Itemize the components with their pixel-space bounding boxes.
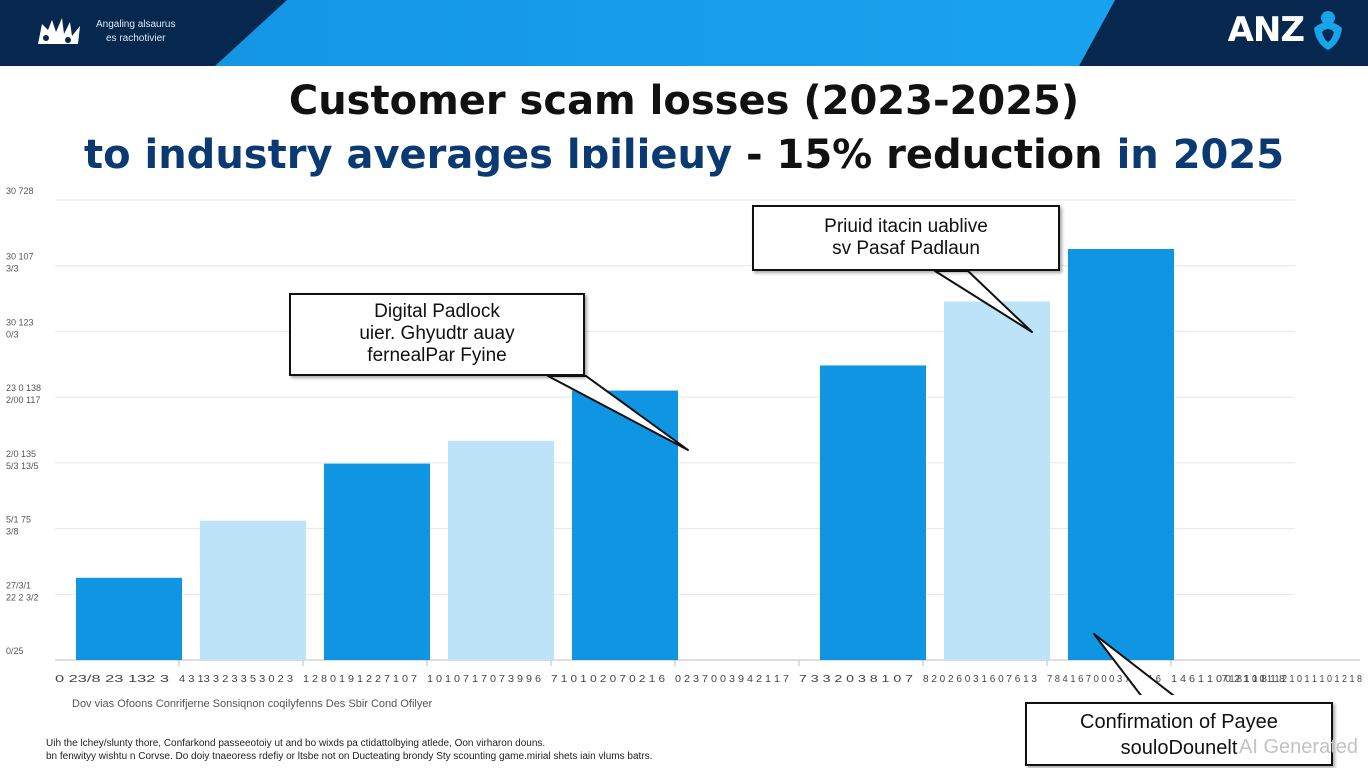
legend-caption: Dov vias Ofoons Conrifjerne Sonsiqnon co…: [72, 698, 433, 710]
bar: [76, 577, 182, 660]
x-tick-label: 8 2 0 2 6 0 3 1 6 0 7 6 1 3: [923, 674, 1037, 685]
callout-line: sv Pasaf Padlaun: [832, 238, 980, 259]
y-tick-label: 22 2 3/2: [6, 592, 39, 602]
y-axis-ticks: 0/25 27/3/1 22 2 3/2 5/1 75 3/8 2/0 135 5/3 13…: [6, 186, 41, 656]
header-stripe: [215, 0, 1115, 66]
y-tick-label: 2/0 135: [6, 449, 36, 459]
callout-line: Priuid itacin uablive: [824, 216, 988, 237]
crest-logo-icon: [38, 18, 80, 44]
y-tick-label: 3/3: [6, 264, 19, 274]
bar: [448, 440, 554, 660]
x-tick-label: 7 8 4 1 6 7 0 0 0 3 7 9 9 1 6: [1047, 674, 1161, 685]
callout-padlaun: Priuid itacin uablive sv Pasaf Padlaun: [752, 205, 1060, 271]
subtitle-part: in 2025: [1116, 132, 1285, 178]
chart-subtitle: to industry averages lɒilieuy - 15% redu…: [0, 132, 1368, 178]
footnote-line: bn fenwityy wishtu n Corvse. Do doiy tna…: [46, 751, 653, 762]
x-tick-label: 7 3 3 2 0 3 8 1 0 7: [799, 674, 914, 685]
x-tick-label: 0 23/8 23 132 3: [55, 674, 170, 685]
callout-confirmation-of-payee: Confirmation of Payee souloDounelt: [1025, 702, 1333, 766]
callout-pointer: [547, 375, 689, 451]
callout-pointer: [1093, 633, 1175, 695]
x-tick-label: 1 4 6 1 1 0 0 2 1 1 8 1 8: [1171, 674, 1285, 685]
y-tick-label: 0/3: [6, 329, 19, 339]
y-tick-label: 30 728: [6, 186, 34, 196]
header-left-line: es rachotivier: [106, 33, 166, 44]
y-tick-label: 30 123: [6, 317, 34, 327]
y-tick-label: 2/00 117: [6, 395, 40, 405]
callout-line: Digital Padlock: [374, 301, 500, 322]
y-tick-label: 0/25: [6, 646, 24, 656]
bar: [820, 365, 926, 660]
chart-title: Customer scam losses (2023-2025): [288, 78, 1080, 124]
x-tick-label: 7 1 8 1 0 0 1 1 2 1 0 1 1 1 0 1 2 1 8: [1222, 674, 1362, 685]
x-axis-ticks: 0 23/8 23 132 3 4 3 13 3 2 3 3 5 3 0 2 3 1…: [55, 660, 1362, 685]
subtitle-part: lɒilieuy: [566, 132, 733, 178]
x-tick-label: 0 2 3 7 0 0 3 9 4 2 1 1 7: [675, 674, 789, 685]
brand-logo: ANZ: [1228, 8, 1346, 52]
footnote-line: Uih the lchey/slunty thore, Confarkond p…: [46, 738, 546, 749]
callout-pointers: [547, 270, 1175, 695]
header-left-line: Angaling alsaurus: [96, 19, 176, 30]
header-band: Angaling alsaurus es rachotivier ANZ: [0, 0, 1368, 66]
bars: [76, 249, 1174, 660]
x-tick-label: 4 3 13 3 2 3 3 5 3 0 2 3: [179, 674, 293, 685]
callout-pointer: [934, 270, 1033, 333]
bar-chart: 0/25 27/3/1 22 2 3/2 5/1 75 3/8 2/0 135 5/3 13…: [6, 186, 1362, 695]
callout-line: fernealPar Fyine: [367, 345, 507, 366]
y-tick-label: 5/1 75: [6, 515, 31, 525]
header-left: Angaling alsaurus es rachotivier: [34, 14, 176, 50]
brand-wordmark: ANZ: [1227, 10, 1305, 50]
callout-line: souloDounelt: [1120, 737, 1238, 759]
callout-line: uier. Ghyudtr auay: [359, 323, 515, 344]
anz-person-icon: [1314, 11, 1342, 50]
bar: [324, 463, 430, 660]
subtitle-part: to industry averages: [83, 132, 553, 178]
y-tick-label: 30 107: [6, 252, 34, 262]
callout-digital-padlock: Digital Padlock uier. Ghyudtr auay ferne…: [289, 293, 585, 376]
header-left-text: Angaling alsaurus es rachotivier: [96, 18, 176, 46]
bar: [200, 520, 306, 660]
bar: [944, 301, 1050, 660]
x-tick-label: 1 0 1 0 7 1 7 0 7 3 9 9 6: [427, 674, 541, 685]
watermark: AI Generated: [1239, 736, 1358, 758]
x-tick-label: 1 2 8 0 1 9 1 2 2 7 1 0 7: [303, 674, 417, 685]
y-tick-label: 3/8: [6, 527, 19, 537]
y-tick-label: 5/3 13/5: [6, 461, 39, 471]
y-tick-label: 27/3/1: [6, 580, 31, 590]
callout-line: Confirmation of Payee: [1080, 711, 1278, 733]
bar: [1068, 249, 1174, 660]
subtitle-part: - 15% reduction: [745, 132, 1103, 178]
footnotes: Uih the lchey/slunty thore, Confarkond p…: [46, 737, 652, 763]
x-tick-label: 7 1 0 1 0 2 0 7 0 2 1 6: [551, 674, 665, 685]
y-tick-label: 23 0 138: [6, 383, 41, 393]
